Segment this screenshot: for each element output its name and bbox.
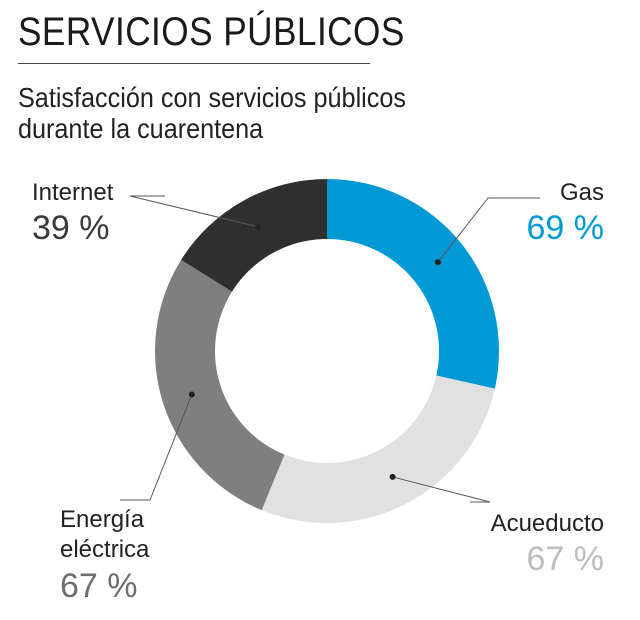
leader-gas <box>437 197 540 263</box>
label-energia: Energía eléctrica <box>60 506 151 563</box>
value-acueducto: 67 % <box>527 540 605 578</box>
label-internet: Internet <box>32 179 114 206</box>
leader-lines <box>120 195 540 503</box>
title-rule <box>18 63 370 64</box>
page-title: SERVICIOS PÚBLICOS <box>18 10 405 54</box>
leader-energia <box>120 394 193 501</box>
value-gas: 69 % <box>527 209 605 247</box>
chart-subtitle: Satisfacción con servicios públicos dura… <box>18 82 406 144</box>
leader-internet <box>129 195 259 228</box>
label-energia-line2: eléctrica <box>60 536 150 563</box>
value-internet: 39 % <box>32 209 110 247</box>
leader-dot-acueducto <box>389 473 396 480</box>
leader-acueducto <box>392 476 491 503</box>
label-acueducto: Acueducto <box>491 510 604 537</box>
label-gas: Gas <box>560 179 604 206</box>
donut-hole <box>215 239 439 463</box>
leader-dot-energia <box>188 391 195 398</box>
value-energia: 67 % <box>60 567 138 605</box>
label-energia-line1: Energía <box>60 506 145 533</box>
leader-dot-internet <box>255 223 262 230</box>
leader-dot-gas <box>434 259 441 266</box>
